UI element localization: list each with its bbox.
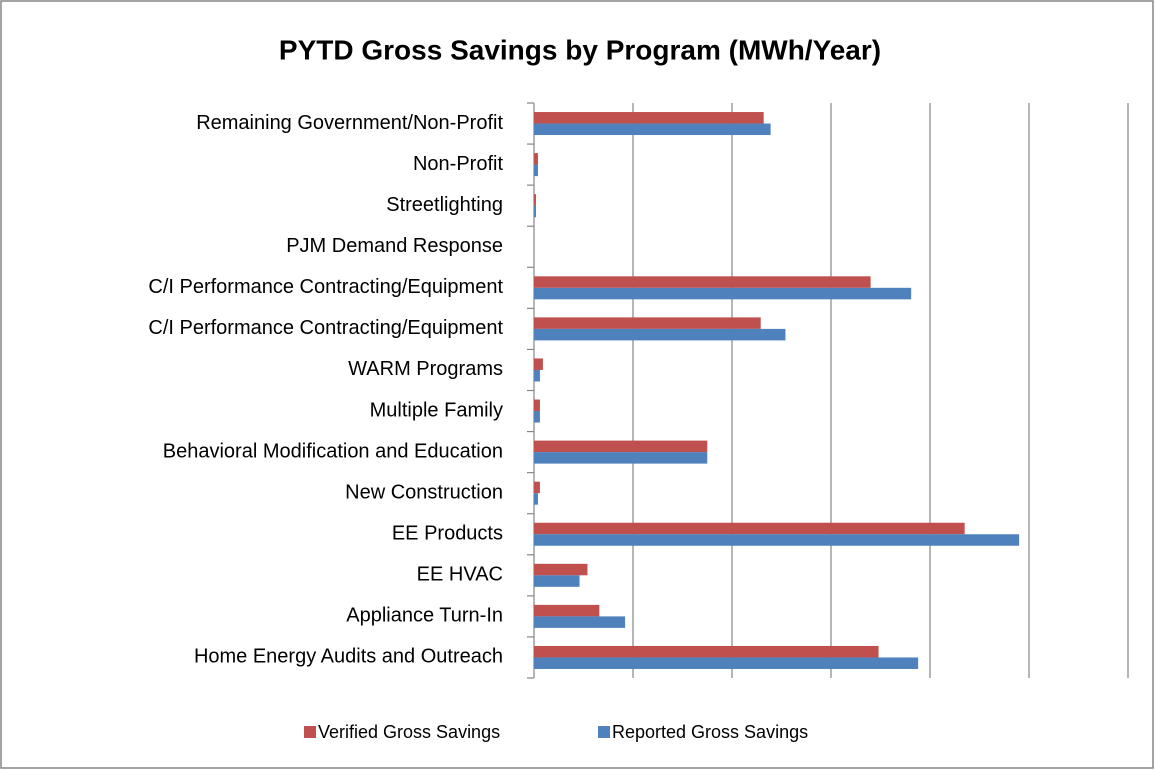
bar xyxy=(534,153,538,165)
y-tick-label: EE Products xyxy=(392,523,503,545)
bar xyxy=(534,205,536,218)
bar xyxy=(534,194,536,206)
bar xyxy=(534,604,600,617)
y-tick-label: New Construction xyxy=(345,481,503,503)
bar xyxy=(534,493,538,505)
bar xyxy=(534,575,580,587)
bar xyxy=(534,328,786,341)
bar xyxy=(534,369,540,382)
bar xyxy=(534,563,588,576)
bar xyxy=(534,112,764,124)
bar xyxy=(534,164,538,177)
y-tick-label: C/I Performance Contracting/Equipment xyxy=(148,317,503,339)
legend-label: Verified Gross Savings xyxy=(318,722,500,742)
y-tick-label: EE HVAC xyxy=(417,564,503,586)
bar xyxy=(534,317,761,329)
bar xyxy=(534,287,912,300)
y-tick-label: Non-Profit xyxy=(413,153,503,175)
bar xyxy=(534,534,1020,546)
y-tick-label: Appliance Turn-In xyxy=(346,605,503,627)
bar xyxy=(534,481,540,494)
y-tick-label: Remaining Government/Non-Profit xyxy=(196,112,503,134)
y-tick-label: Multiple Family xyxy=(370,399,503,421)
bar xyxy=(534,276,871,288)
y-tick-label: WARM Programs xyxy=(348,358,503,380)
bar xyxy=(534,522,965,535)
bar xyxy=(534,411,540,423)
legend-swatch xyxy=(304,726,316,738)
y-tick-label: PJM Demand Response xyxy=(286,235,503,257)
bar xyxy=(534,358,543,370)
bar xyxy=(534,616,626,628)
y-tick-label: Behavioral Modification and Education xyxy=(163,440,503,462)
y-tick-label: Home Energy Audits and Outreach xyxy=(194,646,503,668)
bar xyxy=(534,657,919,669)
bar xyxy=(534,123,771,136)
legend-label: Reported Gross Savings xyxy=(612,722,808,742)
bar xyxy=(534,645,879,658)
bar xyxy=(534,399,540,412)
chart-title: PYTD Gross Savings by Program (MWh/Year) xyxy=(279,34,881,65)
legend-swatch xyxy=(598,726,610,738)
y-tick-label: C/I Performance Contracting/Equipment xyxy=(148,276,503,298)
bar xyxy=(534,440,708,453)
bar xyxy=(534,452,708,464)
y-tick-label: Streetlighting xyxy=(386,194,503,216)
